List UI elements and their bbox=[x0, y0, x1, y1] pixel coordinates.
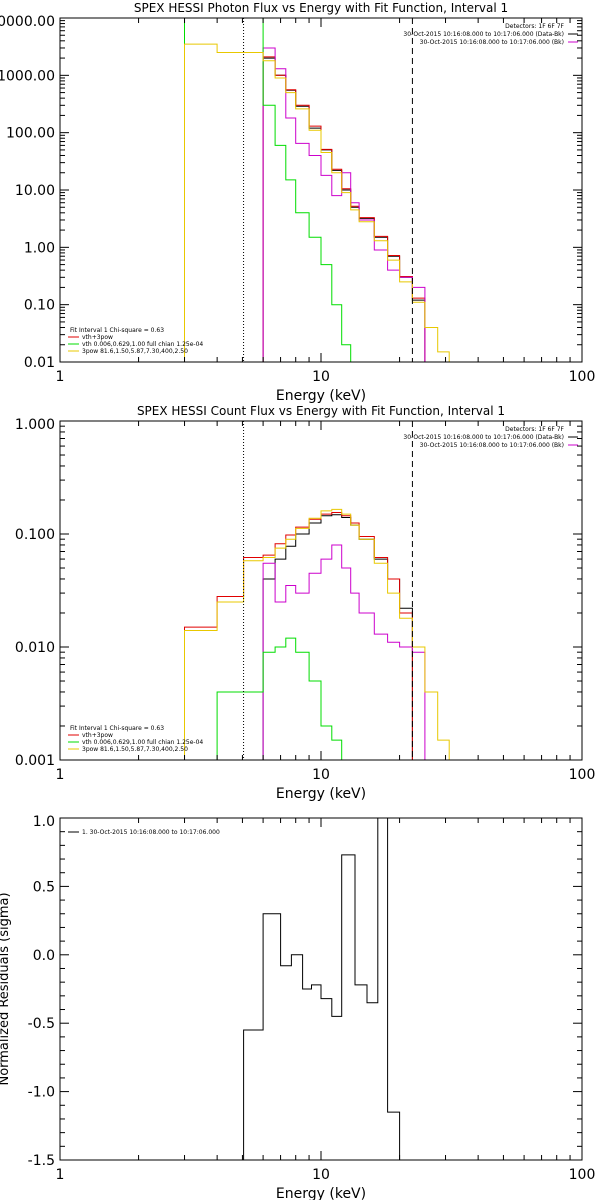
plot-frame-photon bbox=[59, 17, 583, 363]
x-axis-label-resid: Energy (keV) bbox=[276, 1186, 366, 1200]
series-resid-0 bbox=[243, 818, 401, 1160]
x-tick-label-resid: 10 bbox=[312, 1167, 330, 1183]
legend-text-count-0: Fit Interval 1 Chi-square = 0.63 bbox=[70, 725, 164, 732]
y-tick-label-photon: 1000.00 bbox=[0, 68, 55, 84]
info-text-count-0: Detectors: 1F 6F 7F bbox=[505, 426, 564, 433]
info-text-count-1: 30-Oct-2015 10:16:08.000 to 10:17:06.000… bbox=[403, 434, 564, 441]
chart-count: SPEX HESSI Count Flux vs Energy with Fit… bbox=[15, 404, 595, 802]
legend-text-photon-3: 3pow 81.6,1.50,5.87,7.30,400,2.50 bbox=[82, 348, 188, 355]
info-text-count-2: 30-Oct-2015 10:16:08.000 to 10:17:06.000… bbox=[420, 442, 564, 449]
chart-photon: SPEX HESSI Photon Flux vs Energy with Fi… bbox=[0, 1, 595, 404]
series-count-1 bbox=[184, 512, 413, 760]
info-text-photon-1: 30-Oct-2015 10:16:08.000 to 10:17:06.000… bbox=[403, 31, 564, 38]
info-text-photon-0: Detectors: 1F 6F 7F bbox=[505, 23, 564, 30]
series-photon-4 bbox=[184, 43, 450, 362]
x-tick-label-resid: 1 bbox=[56, 1167, 65, 1183]
x-tick-label-photon: 100 bbox=[569, 369, 596, 385]
y-tick-label-photon: 0.01 bbox=[24, 355, 55, 371]
series-group-resid bbox=[243, 818, 401, 1160]
x-tick-label-photon: 10 bbox=[312, 369, 330, 385]
chart-title-photon: SPEX HESSI Photon Flux vs Energy with Fi… bbox=[134, 1, 508, 15]
y-tick-label-resid: 0.0 bbox=[33, 948, 55, 964]
legend-text-resid-0: 1. 30-Oct-2015 10:16:08.000 to 10:17:06.… bbox=[82, 829, 220, 836]
legend-text-photon-1: vth+3pow bbox=[82, 334, 113, 341]
chart-title-count: SPEX HESSI Count Flux vs Energy with Fit… bbox=[137, 404, 505, 418]
y-tick-label-photon: 100.00 bbox=[6, 126, 55, 142]
y-tick-label-resid: -0.5 bbox=[28, 1016, 55, 1032]
chart-resid: 1 10 100 Energy (keV) -1.5 -1.0 -0.5 0.0 0.5 1.0 N… bbox=[0, 814, 596, 1202]
y-axis-label-resid: Normalized Residuals (sigma) bbox=[0, 892, 12, 1085]
series-photon-0 bbox=[262, 57, 426, 362]
x-axis-label-count: Energy (keV) bbox=[276, 786, 366, 802]
series-count-2 bbox=[262, 544, 426, 760]
legend-text-count-1: vth+3pow bbox=[82, 732, 113, 739]
y-tick-label-resid: -1.5 bbox=[28, 1153, 55, 1169]
y-tick-label-photon: 10.00 bbox=[15, 183, 55, 199]
series-count-4 bbox=[184, 508, 450, 760]
series-group-photon bbox=[184, 18, 450, 362]
y-tick-label-count: 0.010 bbox=[15, 640, 55, 656]
y-tick-label-resid: 0.5 bbox=[33, 879, 55, 895]
legend-text-photon-2: vth 0.006,0.629,1.00 full chian 1.25e-04 bbox=[82, 341, 203, 348]
legend-text-count-3: 3pow 81.6,1.50,5.87,7.30,400,2.50 bbox=[82, 746, 188, 753]
x-tick-label-count: 100 bbox=[569, 767, 596, 783]
series-photon-2 bbox=[262, 47, 426, 362]
y-tick-label-photon: 1.00 bbox=[24, 240, 55, 256]
y-tick-label-count: 0.001 bbox=[15, 753, 55, 769]
y-tick-label-photon: 10000.00 bbox=[0, 14, 55, 30]
legend-text-photon-0: Fit Interval 1 Chi-square = 0.63 bbox=[70, 327, 164, 334]
y-tick-label-resid: 1.0 bbox=[33, 814, 55, 830]
x-tick-label-photon: 1 bbox=[56, 369, 65, 385]
series-photon-3 bbox=[184, 18, 352, 362]
series-photon-1 bbox=[262, 56, 426, 362]
x-tick-label-resid: 100 bbox=[569, 1167, 596, 1183]
x-tick-label-count: 10 bbox=[312, 767, 330, 783]
y-tick-label-count: 0.100 bbox=[15, 527, 55, 543]
legend-text-count-2: vth 0.006,0.629,1.00 full chian 1.25e-04 bbox=[82, 739, 203, 746]
x-axis-label-photon: Energy (keV) bbox=[276, 388, 366, 404]
series-group-count bbox=[184, 508, 450, 760]
info-text-photon-2: 30-Oct-2015 10:16:08.000 to 10:17:06.000… bbox=[420, 39, 564, 46]
series-count-3 bbox=[216, 637, 343, 760]
x-tick-label-count: 1 bbox=[56, 767, 65, 783]
y-tick-label-resid: -1.0 bbox=[28, 1085, 55, 1101]
y-tick-label-photon: 0.10 bbox=[24, 298, 55, 314]
y-tick-label-count: 1.000 bbox=[15, 417, 55, 433]
